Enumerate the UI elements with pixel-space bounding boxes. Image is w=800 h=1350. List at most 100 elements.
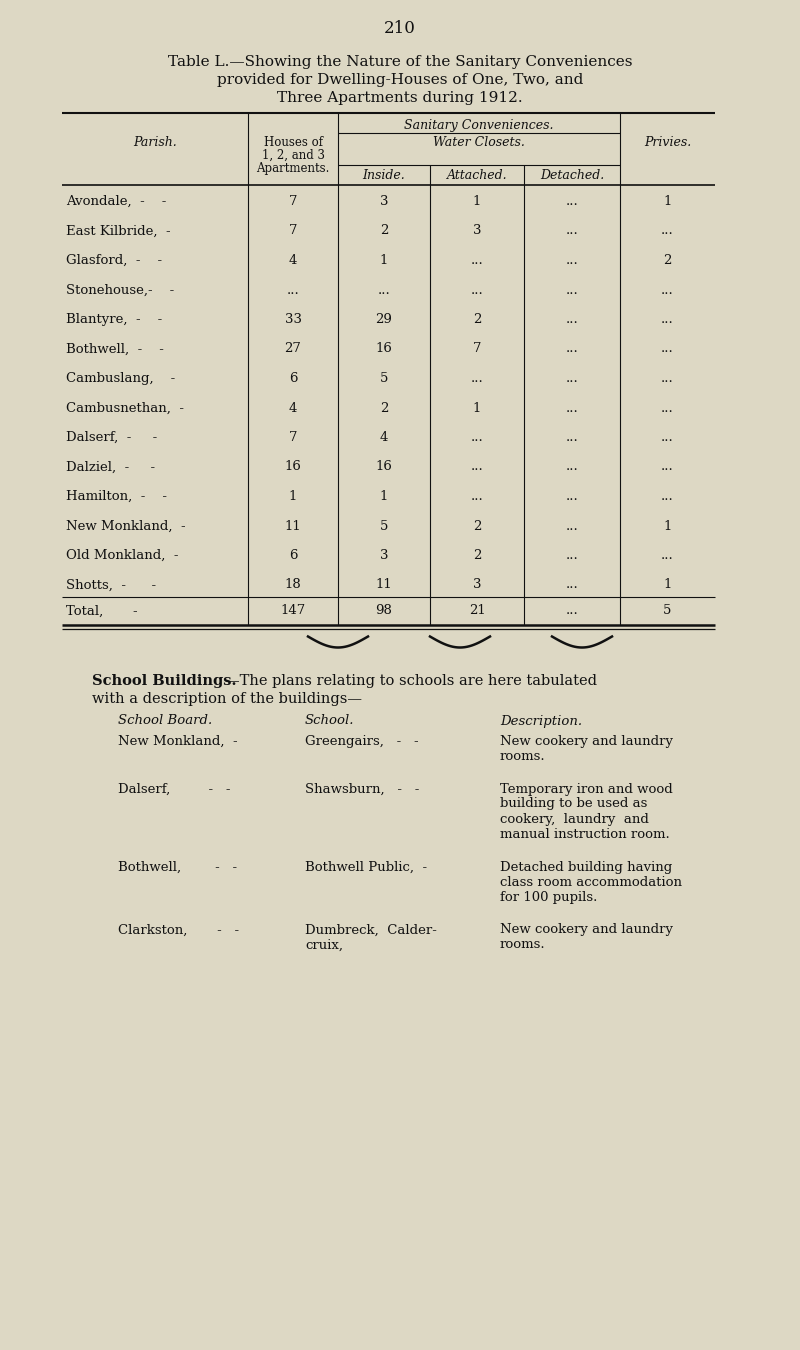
- Text: Inside.: Inside.: [362, 169, 406, 182]
- Text: ...: ...: [566, 224, 578, 238]
- Text: 210: 210: [384, 20, 416, 36]
- Text: Dalserf,         -   -: Dalserf, - -: [118, 783, 230, 795]
- Text: ...: ...: [566, 254, 578, 267]
- Text: Sanitary Conveniences.: Sanitary Conveniences.: [404, 119, 554, 132]
- Text: manual instruction room.: manual instruction room.: [500, 828, 670, 841]
- Text: School.: School.: [305, 714, 354, 728]
- Text: 1: 1: [473, 194, 481, 208]
- Text: Blantyre,  -    -: Blantyre, - -: [66, 313, 162, 325]
- Text: 147: 147: [280, 605, 306, 617]
- Text: ...: ...: [566, 605, 578, 617]
- Text: Cambusnethan,  -: Cambusnethan, -: [66, 401, 184, 414]
- Text: 11: 11: [376, 579, 392, 591]
- Text: 1: 1: [473, 401, 481, 414]
- Text: ...: ...: [661, 460, 674, 474]
- Text: —The plans relating to schools are here tabulated: —The plans relating to schools are here …: [225, 675, 597, 688]
- Text: 6: 6: [289, 549, 298, 562]
- Text: ...: ...: [470, 284, 483, 297]
- Text: Bothwell,  -    -: Bothwell, - -: [66, 343, 164, 355]
- Text: 16: 16: [285, 460, 302, 474]
- Text: Stonehouse,-    -: Stonehouse,- -: [66, 284, 174, 297]
- Text: Avondale,  -    -: Avondale, - -: [66, 194, 166, 208]
- Text: ...: ...: [566, 401, 578, 414]
- Text: 11: 11: [285, 520, 302, 532]
- Text: Bothwell Public,  -: Bothwell Public, -: [305, 860, 427, 873]
- Text: 7: 7: [289, 224, 298, 238]
- Text: ...: ...: [566, 431, 578, 444]
- Text: 1: 1: [380, 490, 388, 504]
- Text: ...: ...: [286, 284, 299, 297]
- Text: 1: 1: [380, 254, 388, 267]
- Text: ...: ...: [470, 431, 483, 444]
- Text: Temporary iron and wood: Temporary iron and wood: [500, 783, 673, 795]
- Text: New Monkland,  -: New Monkland, -: [66, 520, 186, 532]
- Text: Attached.: Attached.: [446, 169, 507, 182]
- Text: Total,       -: Total, -: [66, 605, 138, 617]
- Text: ...: ...: [661, 549, 674, 562]
- Text: with a description of the buildings—: with a description of the buildings—: [92, 691, 362, 706]
- Text: Dalserf,  -     -: Dalserf, - -: [66, 431, 158, 444]
- Text: ...: ...: [470, 490, 483, 504]
- Text: ...: ...: [470, 373, 483, 385]
- Text: 1, 2, and 3: 1, 2, and 3: [262, 148, 325, 162]
- Text: ...: ...: [661, 373, 674, 385]
- Text: New cookery and laundry: New cookery and laundry: [500, 734, 673, 748]
- Text: cookery,  laundry  and: cookery, laundry and: [500, 813, 649, 825]
- Text: Dalziel,  -     -: Dalziel, - -: [66, 460, 155, 474]
- Text: 27: 27: [285, 343, 302, 355]
- Text: ...: ...: [566, 284, 578, 297]
- Text: rooms.: rooms.: [500, 938, 546, 952]
- Text: 1: 1: [663, 520, 672, 532]
- Text: ...: ...: [566, 549, 578, 562]
- Text: 1: 1: [663, 194, 672, 208]
- Text: Detached.: Detached.: [540, 169, 604, 182]
- Text: 3: 3: [473, 224, 482, 238]
- Text: building to be used as: building to be used as: [500, 798, 647, 810]
- Text: ...: ...: [661, 401, 674, 414]
- Text: New Monkland,  -: New Monkland, -: [118, 734, 238, 748]
- Text: 4: 4: [380, 431, 388, 444]
- Text: 2: 2: [380, 401, 388, 414]
- Text: 1: 1: [663, 579, 672, 591]
- Text: Dumbreck,  Calder-: Dumbreck, Calder-: [305, 923, 437, 937]
- Text: 5: 5: [380, 373, 388, 385]
- Text: ...: ...: [566, 313, 578, 325]
- Text: 5: 5: [663, 605, 672, 617]
- Text: 7: 7: [289, 194, 298, 208]
- Text: ...: ...: [661, 490, 674, 504]
- Text: 1: 1: [289, 490, 297, 504]
- Text: Detached building having: Detached building having: [500, 860, 672, 873]
- Text: Houses of: Houses of: [263, 136, 322, 148]
- Text: Bothwell,        -   -: Bothwell, - -: [118, 860, 237, 873]
- Text: Hamilton,  -    -: Hamilton, - -: [66, 490, 167, 504]
- Text: Clarkston,       -   -: Clarkston, - -: [118, 923, 239, 937]
- Text: 2: 2: [473, 313, 481, 325]
- Text: 21: 21: [469, 605, 486, 617]
- Text: 2: 2: [663, 254, 672, 267]
- Text: class room accommodation: class room accommodation: [500, 876, 682, 888]
- Text: ...: ...: [566, 579, 578, 591]
- Text: 5: 5: [380, 520, 388, 532]
- Text: School Buildings.: School Buildings.: [92, 675, 237, 688]
- Text: 16: 16: [375, 343, 393, 355]
- Text: rooms.: rooms.: [500, 749, 546, 763]
- Text: Shawsburn,   -   -: Shawsburn, - -: [305, 783, 419, 795]
- Text: Shotts,  -      -: Shotts, - -: [66, 579, 156, 591]
- Text: 18: 18: [285, 579, 302, 591]
- Text: ...: ...: [661, 343, 674, 355]
- Text: Three Apartments during 1912.: Three Apartments during 1912.: [277, 90, 523, 105]
- Text: ...: ...: [566, 490, 578, 504]
- Text: ...: ...: [661, 431, 674, 444]
- Text: Table L.—Showing the Nature of the Sanitary Conveniences: Table L.—Showing the Nature of the Sanit…: [168, 55, 632, 69]
- Text: Old Monkland,  -: Old Monkland, -: [66, 549, 178, 562]
- Text: 2: 2: [473, 549, 481, 562]
- Text: 3: 3: [380, 194, 388, 208]
- Text: ...: ...: [566, 460, 578, 474]
- Text: Water Closets.: Water Closets.: [433, 136, 525, 148]
- Text: East Kilbride,  -: East Kilbride, -: [66, 224, 170, 238]
- Text: 4: 4: [289, 254, 297, 267]
- Text: School Board.: School Board.: [118, 714, 212, 728]
- Text: 4: 4: [289, 401, 297, 414]
- Text: cruix,: cruix,: [305, 938, 343, 952]
- Text: Apartments.: Apartments.: [256, 162, 330, 176]
